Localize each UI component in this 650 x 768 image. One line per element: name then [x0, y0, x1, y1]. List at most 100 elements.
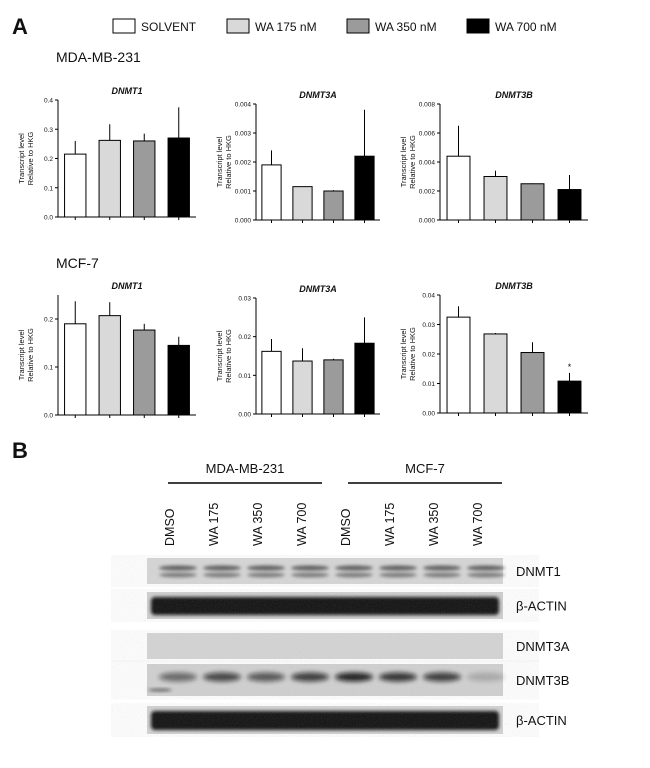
y-axis-label-line2: Relative to HKG: [224, 135, 233, 189]
blot-lane-label: DMSO: [163, 508, 177, 546]
panel-b-label: B: [12, 438, 28, 463]
y-axis-label-line1: Transcript level: [215, 330, 224, 381]
y-axis-label-line2: Relative to HKG: [26, 328, 35, 382]
y-tick-label: 0.2: [44, 317, 53, 324]
y-tick-label: 0.1: [44, 365, 53, 372]
bar-wa-700-nm: [354, 155, 375, 221]
blot-texture: [147, 706, 503, 734]
chart-mda-dnmt3b: DNMT3B 0.000 0.002 0.004 0.006 0.008 Transcrip…: [399, 90, 588, 225]
y-tick-label: 0.1: [44, 185, 53, 192]
bar-wa-175-nm: [98, 315, 121, 416]
chart-title: DNMT3B: [495, 281, 533, 291]
bar-wa-175-nm: [483, 176, 508, 221]
blot-lane-label: WA 350: [427, 503, 441, 546]
blot-lane-label: WA 175: [383, 503, 397, 546]
bar-wa-175-nm: [292, 360, 313, 415]
blot-band-label: β-ACTIN: [516, 599, 567, 614]
legend-swatch-wa700: [466, 18, 490, 34]
blot-strip-dnmt3a: DNMT3A: [147, 633, 570, 659]
y-tick-label: 0.003: [235, 131, 252, 138]
blot-band-label: DNMT1: [516, 564, 561, 579]
chart-title: DNMT3B: [495, 90, 533, 100]
bar-wa-350-nm: [520, 183, 545, 221]
bar-wa-350-nm: [520, 352, 545, 414]
y-axis-label-line2: Relative to HKG: [408, 135, 417, 189]
y-axis-label-line1: Transcript level: [215, 136, 224, 187]
blot-lane-label: DMSO: [339, 508, 353, 546]
y-tick-label: 0.02: [422, 352, 435, 359]
y-axis-label-line2: Relative to HKG: [26, 131, 35, 185]
y-tick-label: 0.0: [44, 413, 53, 420]
blot-group-label: MCF-7: [405, 461, 445, 476]
y-tick-label: 0.002: [235, 160, 252, 167]
blot-texture: [147, 592, 503, 619]
blot-band-label: β-ACTIN: [516, 713, 567, 728]
legend-label-wa700: WA 700 nM: [495, 20, 557, 34]
blot-band-label: DNMT3B: [516, 673, 569, 688]
chart-mcf7-dnmt3a: DNMT3A 0.00 0.01 0.02 0.03 Transcript level Re…: [215, 284, 380, 419]
bar-wa-175-nm: [292, 186, 313, 221]
bar-wa-350-nm: [133, 329, 156, 416]
blot-lane-label: WA 700: [295, 503, 309, 546]
blot-group-label: MDA-MB-231: [206, 461, 285, 476]
y-tick-label: 0.004: [235, 102, 252, 109]
blot-texture: [147, 664, 503, 696]
bar-wa-350-nm: [133, 140, 156, 218]
blot-strip-actin: β-ACTIN: [147, 592, 567, 619]
chart-title: DNMT1: [112, 281, 143, 291]
bar-solvent: [261, 350, 282, 415]
y-tick-label: 0.001: [235, 189, 252, 196]
row-label-mda: MDA-MB-231: [56, 49, 141, 65]
y-tick-label: 0.04: [422, 293, 435, 300]
bar-solvent: [64, 323, 87, 416]
y-axis-label-line1: Transcript level: [399, 136, 408, 187]
significance-marker: *: [568, 362, 572, 372]
bar-solvent: [64, 153, 87, 218]
chart-title: DNMT3A: [299, 284, 337, 294]
bar-wa-175-nm: [483, 333, 508, 414]
y-tick-label: 0.3: [44, 127, 53, 134]
y-axis-label-line2: Relative to HKG: [408, 327, 417, 381]
bar-wa-175-nm: [98, 139, 121, 218]
y-tick-label: 0.00: [422, 411, 435, 418]
legend-swatch-wa175: [226, 18, 250, 34]
bar-wa-350-nm: [323, 359, 344, 415]
blot-strip-dnmt1: DNMT1: [147, 558, 561, 584]
y-axis-label-line1: Transcript level: [17, 329, 26, 380]
bar-solvent: [446, 155, 471, 221]
y-tick-label: 0.006: [419, 131, 436, 138]
chart-mda-dnmt1: DNMT1 0.0 0.1 0.2 0.3 0.4 Transcript level Rela…: [17, 86, 196, 222]
blot-strip-dnmt3b: DNMT3B: [147, 664, 569, 696]
blot-texture: [147, 558, 503, 584]
y-tick-label: 0.004: [419, 160, 436, 167]
blot-strip-actin: β-ACTIN: [147, 706, 567, 734]
bar-solvent: [446, 316, 471, 414]
blot-band-label: DNMT3A: [516, 639, 570, 654]
legend: SOLVENT WA 175 nM WA 350 nM WA 700 nM: [112, 18, 557, 34]
y-tick-label: 0.002: [419, 189, 436, 196]
chart-mcf7-dnmt1: DNMT1 0.0 0.1 0.2 Transcript level Relative t…: [17, 281, 196, 420]
legend-label-wa175: WA 175 nM: [255, 20, 317, 34]
y-axis-label-line2: Relative to HKG: [224, 329, 233, 383]
bar-wa-350-nm: [323, 190, 344, 221]
legend-label-solvent: SOLVENT: [141, 20, 197, 34]
bar-wa-700-nm: [354, 342, 375, 415]
chart-mcf7-dnmt3b: DNMT3B 0.00 0.01 0.02 0.03 0.04 Transcript lev…: [399, 281, 588, 418]
y-tick-label: 0.008: [419, 102, 436, 109]
blot-texture: [147, 633, 503, 659]
y-tick-label: 0.4: [44, 98, 53, 105]
y-tick-label: 0.03: [238, 296, 251, 303]
y-axis-label-line1: Transcript level: [17, 133, 26, 184]
y-tick-label: 0.0: [44, 215, 53, 222]
chart-title: DNMT1: [112, 86, 143, 96]
blot-lane-label: WA 350: [251, 503, 265, 546]
chart-mda-dnmt3a: DNMT3A 0.000 0.001 0.002 0.003 0.004 Transcrip…: [215, 90, 380, 225]
y-tick-label: 0.01: [238, 373, 251, 380]
legend-swatch-solvent: [112, 18, 136, 34]
bar-wa-700-nm: [167, 344, 190, 416]
y-tick-label: 0.000: [419, 218, 436, 225]
bar-solvent: [261, 164, 282, 221]
y-tick-label: 0.00: [238, 412, 251, 419]
